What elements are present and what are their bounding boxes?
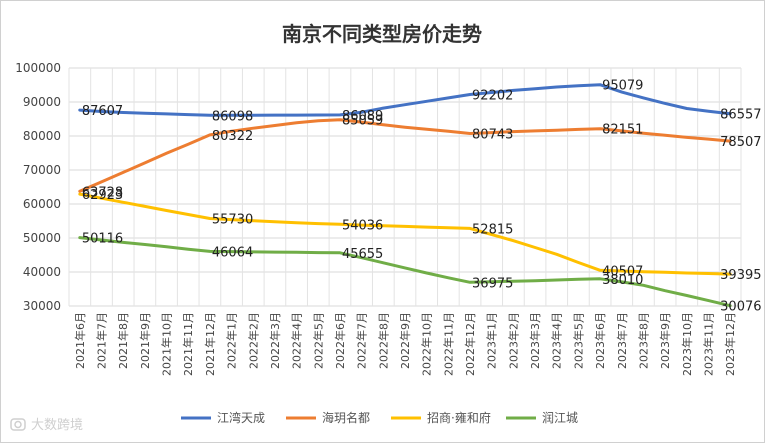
- y-tick-label: 60000: [23, 197, 61, 211]
- data-label: 85059: [342, 114, 383, 129]
- series-line: [78, 236, 732, 308]
- data-label: 86557: [720, 108, 761, 123]
- y-tick-label: 90000: [23, 95, 61, 109]
- data-label: 39395: [720, 268, 761, 283]
- x-tick-label: 2022年7月: [355, 312, 369, 369]
- x-tick-label: 2021年8月: [116, 312, 130, 369]
- y-tick-label: 30000: [23, 299, 61, 313]
- data-label: 30076: [720, 300, 761, 315]
- x-tick-label: 2022年10月: [420, 312, 434, 376]
- x-tick-label: 2022年9月: [398, 312, 412, 369]
- data-label: 50116: [82, 232, 123, 247]
- y-tick-label: 50000: [23, 231, 61, 245]
- x-tick-label: 2021年6月: [73, 312, 87, 369]
- x-tick-label: 2022年3月: [268, 312, 282, 369]
- data-label: 80743: [472, 127, 513, 142]
- data-label: 92202: [472, 89, 513, 104]
- x-tick-label: 2021年9月: [138, 312, 152, 369]
- legend-label: 海玥名都: [322, 410, 370, 425]
- data-label: 55730: [212, 213, 253, 228]
- x-tick-label: 2022年5月: [311, 312, 325, 369]
- data-label: 40507: [602, 264, 643, 279]
- data-label: 54036: [342, 218, 383, 233]
- data-label: 36975: [472, 276, 513, 291]
- x-axis: 2021年6月 2021年7月 2021年8月 2021年9月 2021年10月 2021…: [73, 312, 737, 376]
- y-axis: 30000 40000 50000 60000 70000 80000 90000 10000…: [15, 61, 61, 313]
- series-line: [78, 118, 732, 193]
- x-tick-label: 2022年6月: [333, 312, 347, 369]
- y-tick-label: 80000: [23, 129, 61, 143]
- x-tick-label: 2021年7月: [95, 312, 109, 369]
- series-line: [78, 192, 732, 276]
- chart-title: 南京不同类型房价走势: [282, 22, 482, 46]
- data-label: 86098: [212, 109, 253, 124]
- y-tick-label: 100000: [15, 61, 61, 75]
- x-tick-label: 2021年10月: [160, 312, 174, 376]
- x-tick-label: 2023年6月: [593, 312, 607, 369]
- data-label: 62923: [82, 188, 123, 203]
- legend-label: 招商·雍和府: [427, 410, 491, 425]
- x-tick-label: 2023年5月: [571, 312, 585, 369]
- data-label: 82151: [602, 123, 643, 138]
- x-tick-label: 2022年12月: [463, 312, 477, 376]
- camera-logo-icon: [10, 418, 26, 431]
- x-tick-label: 2023年2月: [506, 312, 520, 369]
- x-tick-label: 2023年11月: [701, 312, 715, 376]
- data-label: 86089: [342, 109, 383, 124]
- data-label: 45655: [342, 247, 383, 262]
- x-tick-label: 2022年4月: [290, 312, 304, 369]
- data-label: 52815: [472, 222, 513, 237]
- watermark-text: 大数跨境: [31, 418, 83, 433]
- x-tick-label: 2023年9月: [658, 312, 672, 369]
- x-tick-label: 2023年1月: [485, 312, 499, 369]
- series-group: [78, 83, 732, 308]
- x-tick-label: 2022年2月: [246, 312, 260, 369]
- y-tick-label: 70000: [23, 163, 61, 177]
- data-label: 63728: [82, 185, 123, 200]
- data-label: 46064: [212, 245, 253, 260]
- data-label: 87607: [82, 104, 123, 119]
- series-line: [78, 83, 732, 117]
- x-tick-label: 2023年4月: [550, 312, 564, 369]
- data-label: 38010: [602, 273, 643, 288]
- x-tick-label: 2022年11月: [441, 312, 455, 376]
- watermark: 大数跨境: [10, 418, 83, 433]
- x-tick-label: 2022年1月: [225, 312, 239, 369]
- x-tick-label: 2023年8月: [636, 312, 650, 369]
- data-label: 80322: [212, 129, 253, 144]
- y-tick-label: 40000: [23, 265, 61, 279]
- grid: [68, 67, 742, 307]
- x-tick-label: 2023年3月: [528, 312, 542, 369]
- data-label: 95079: [602, 79, 643, 94]
- x-tick-label: 2023年12月: [723, 312, 737, 376]
- x-tick-label: 2023年7月: [615, 312, 629, 369]
- data-label: 78507: [720, 135, 761, 150]
- x-tick-label: 2021年12月: [203, 312, 217, 376]
- legend-label: 江湾天成: [217, 410, 265, 425]
- x-tick-label: 2021年11月: [181, 312, 195, 376]
- data-labels: 87607 86098 86089 92202 95079 86557 63728 80322…: [82, 79, 762, 315]
- legend[interactable]: 江湾天成 海玥名都 招商·雍和府 润江城: [181, 410, 578, 425]
- x-tick-label: 2022年8月: [376, 312, 390, 369]
- legend-label: 润江城: [542, 411, 578, 425]
- x-tick-label: 2023年10月: [680, 312, 694, 376]
